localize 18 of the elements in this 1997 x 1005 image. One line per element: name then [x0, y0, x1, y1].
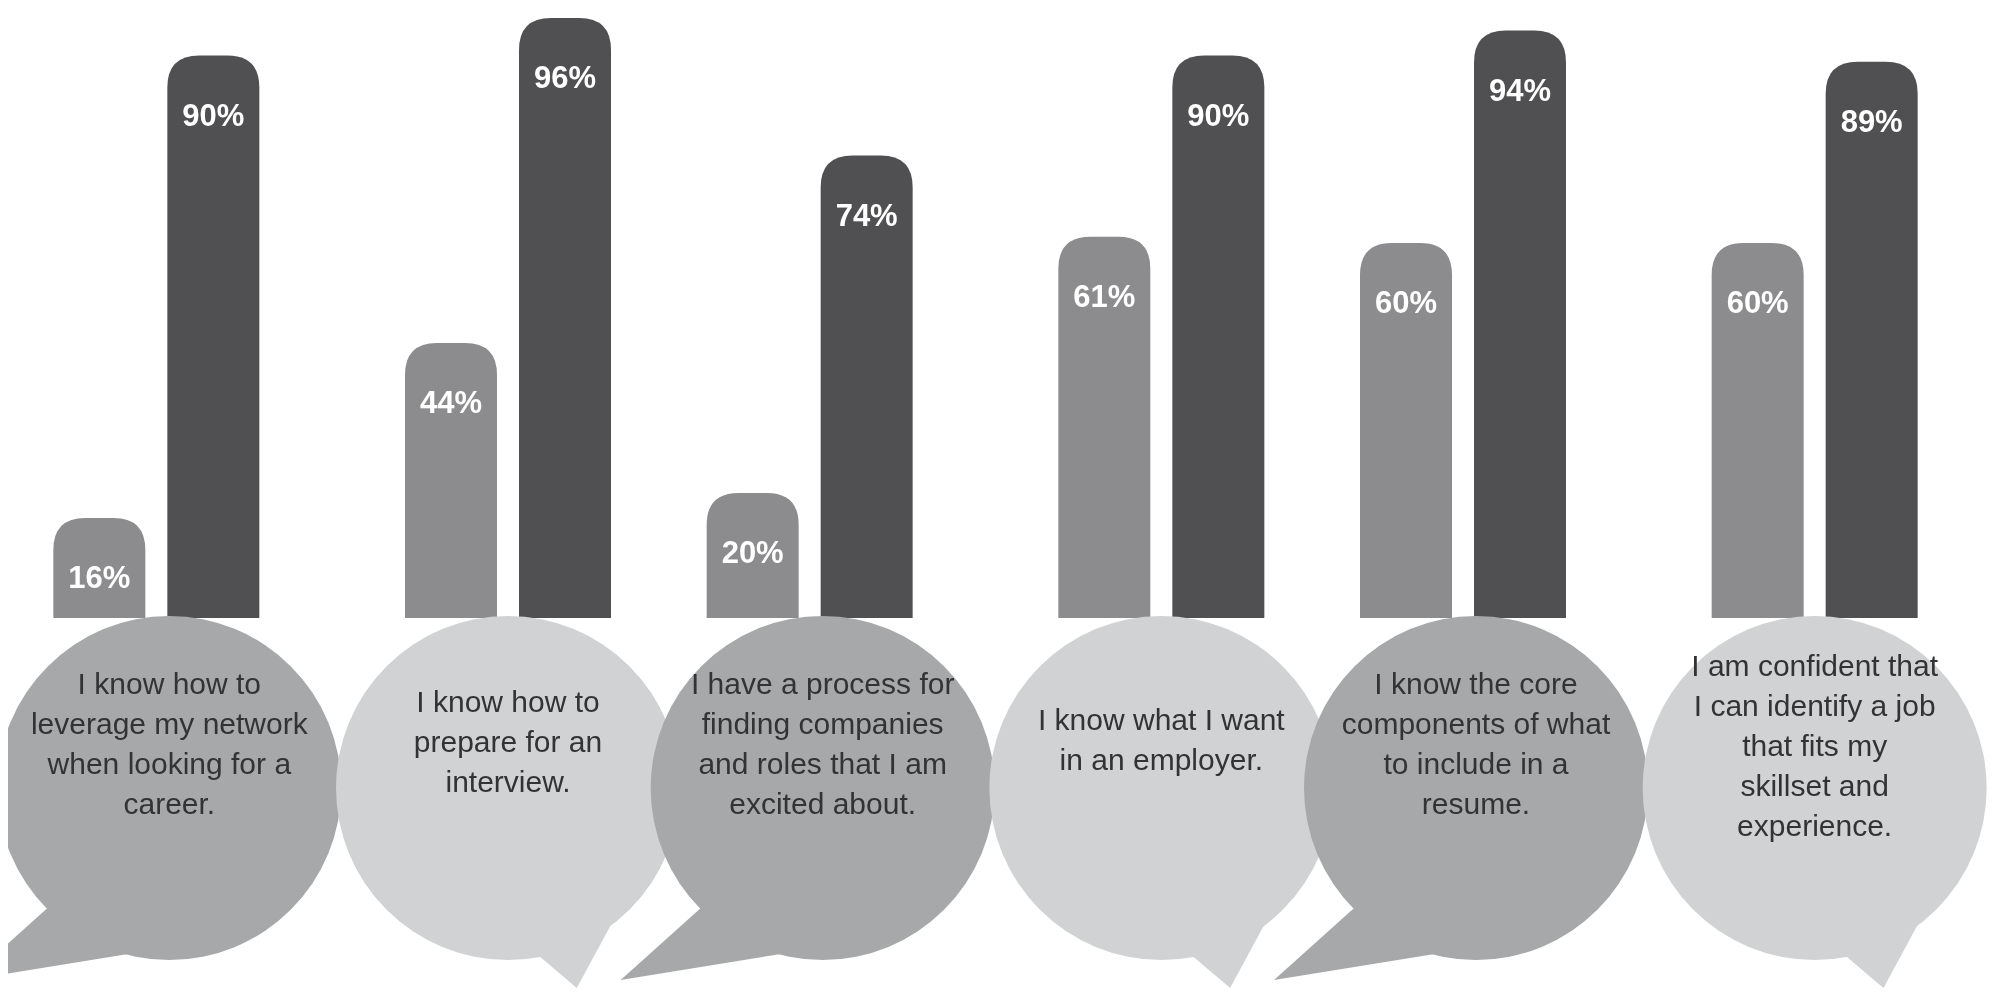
x-tick-label: I know how to leverage my network when looking for a career.	[30, 667, 309, 820]
data-label: 90%	[1187, 97, 1250, 133]
x-tick-label: I have a process for finding companies and roles that I am excited about.	[690, 667, 955, 820]
x-tick-label: I am confident that I can identify a job that fits my skillset and experience.	[1691, 649, 1939, 842]
data-label: 60%	[1374, 285, 1438, 320]
x-tick-label: I know the core components of what to include in a resume.	[1341, 667, 1611, 820]
data-label: 90%	[182, 97, 245, 133]
data-label: 44%	[419, 385, 483, 420]
data-label: 16%	[68, 560, 131, 595]
data-label: 94%	[1488, 72, 1552, 108]
data-label: 96%	[533, 60, 597, 95]
data-label: 60%	[1726, 285, 1789, 320]
data-label: 74%	[835, 197, 898, 233]
data-label: 89%	[1840, 103, 1903, 139]
data-label: 20%	[721, 535, 784, 570]
x-tick-label: I know how to prepare for an interview.	[413, 685, 603, 798]
data-label: 61%	[1073, 278, 1136, 314]
x-tick-label: I know what I want in an employer.	[1037, 703, 1286, 776]
